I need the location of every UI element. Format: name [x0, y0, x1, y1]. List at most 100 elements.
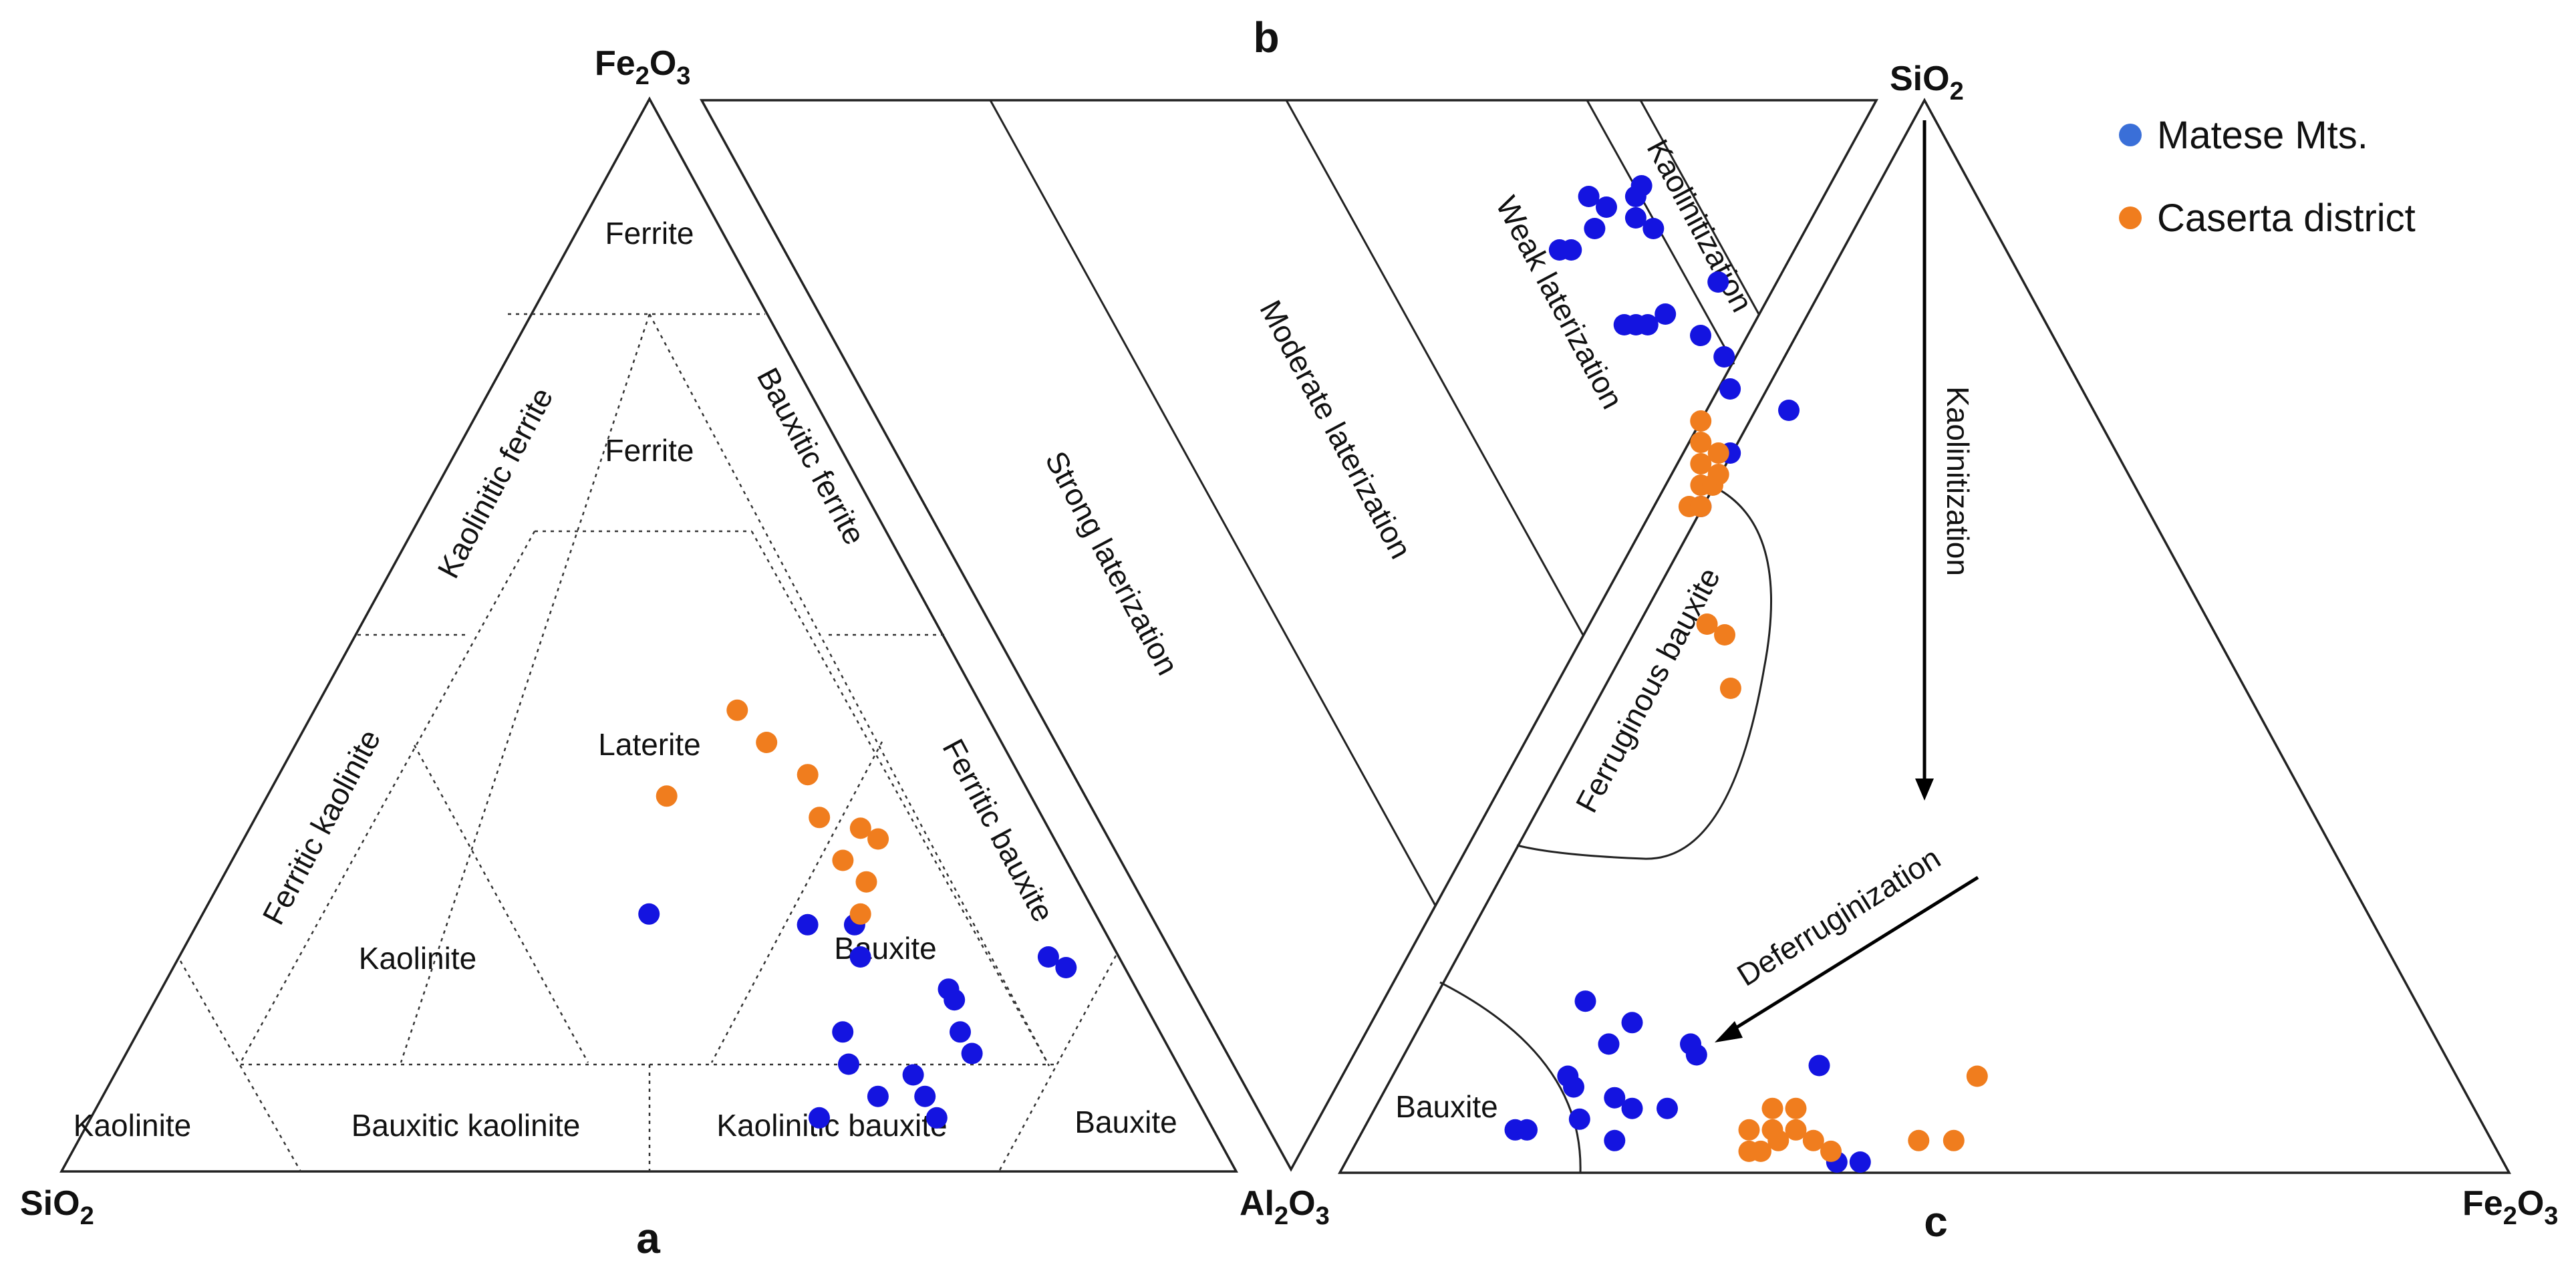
panel-b-point-matese-mts	[1655, 303, 1677, 325]
panel-c-point-caserta-district	[1943, 1129, 1965, 1151]
field-ferrite-top: Ferrite	[605, 216, 694, 251]
panel-a-point-matese-mts	[849, 946, 871, 968]
panel-a-point-matese-mts	[944, 989, 966, 1011]
legend-label-caserta: Caserta district	[2157, 196, 2416, 240]
panel-a-point-caserta-district	[756, 732, 778, 753]
field-ferritic-bauxite: Ferritic bauxite	[936, 733, 1061, 928]
panel-b-point-caserta-district	[1690, 410, 1712, 432]
panel-b-point-caserta-district	[1707, 442, 1729, 464]
panel-a-triangle	[59, 96, 1238, 1173]
corner-c-right-fe2o3: Fe2O3	[2462, 1184, 2558, 1230]
panel-c-point-caserta-district	[1767, 1129, 1790, 1151]
field-weak-laterization: Weak laterization	[1489, 190, 1630, 414]
kaolinitization-arrow: Kaolinitization	[1915, 120, 1975, 801]
panel-a-point-matese-mts	[832, 1021, 854, 1043]
panel-a-point-caserta-district	[849, 817, 871, 839]
panel-c-point-caserta-district	[1738, 1119, 1760, 1141]
panel-b-point-matese-mts	[1624, 207, 1647, 229]
panel-b-point-caserta-district	[1690, 453, 1712, 474]
panel-b-point-matese-mts	[1690, 325, 1711, 346]
arrow-head-down	[1915, 779, 1934, 801]
panel-c-point-caserta-district	[1785, 1097, 1807, 1119]
panel-c-point-matese-mts	[1563, 1076, 1584, 1098]
field-kaolinitic-ferrite: Kaolinitic ferrite	[430, 382, 560, 583]
field-bauxitic-kaolinite: Bauxitic kaolinite	[351, 1108, 581, 1143]
panel-a-point-matese-mts	[838, 1053, 859, 1075]
panel-c-point-matese-mts	[1621, 1097, 1643, 1119]
panel-a-point-caserta-district	[797, 764, 819, 786]
legend: Matese Mts. Caserta district	[2119, 114, 2416, 240]
field-bauxite-bottom: Bauxite	[1075, 1105, 1177, 1139]
panel-c-point-caserta-district	[1750, 1140, 1771, 1162]
field-laterite: Laterite	[598, 727, 700, 762]
panel-a-point-caserta-district	[809, 807, 831, 829]
panel-a-point-matese-mts	[950, 1021, 971, 1043]
bauxite-boundary	[1439, 981, 1582, 1173]
panel-a-point-matese-mts	[1037, 946, 1059, 968]
panel-c-point-matese-mts	[1657, 1097, 1678, 1119]
deferruginization-arrow: Deferruginization	[1715, 840, 1979, 1042]
field-ferrite-inner: Ferrite	[605, 433, 694, 468]
panel-b-point-matese-mts	[1578, 186, 1600, 207]
legend-swatch-matese	[2119, 124, 2142, 146]
field-kaolinite-inner: Kaolinite	[359, 941, 476, 976]
panel-c-point-caserta-district	[1785, 1119, 1807, 1141]
panel-c-point-matese-mts	[1849, 1151, 1871, 1173]
data-points	[638, 175, 1988, 1173]
panel-b-point-caserta-district	[1690, 432, 1712, 453]
panel-b-point-caserta-district	[1707, 464, 1729, 485]
panel-b-point-caserta-district	[1690, 496, 1712, 517]
panel-b-point-matese-mts	[1630, 175, 1653, 196]
panel-a-point-caserta-district	[867, 828, 889, 850]
panel-letter-b: b	[1253, 13, 1279, 61]
panel-b-point-matese-mts	[1719, 378, 1741, 400]
corner-a-right-al2o3: Al2O3	[1240, 1184, 1330, 1230]
corner-c-top-sio2: SiO2	[1890, 59, 1964, 106]
panel-b-point-matese-mts	[1707, 271, 1729, 293]
panel-b-point-matese-mts	[1713, 346, 1735, 368]
panel-a-point-caserta-district	[855, 871, 877, 893]
panel-a-point-caserta-district	[849, 903, 871, 925]
panel-b-point-matese-mts	[1596, 196, 1617, 218]
field-strong-laterization: Strong laterization	[1038, 446, 1185, 681]
field-bauxite-inner: Bauxite	[834, 931, 936, 966]
field-ferruginous-bauxite: Ferruginous bauxite	[1568, 562, 1727, 818]
panel-c-point-matese-mts	[1598, 1033, 1620, 1055]
panel-c-point-matese-mts	[1568, 1108, 1590, 1130]
panel-c-point-matese-mts	[1574, 990, 1596, 1012]
panel-b-point-caserta-district	[1719, 678, 1741, 699]
panel-a-point-caserta-district	[832, 849, 854, 871]
panel-b-point-matese-mts	[1636, 314, 1659, 335]
field-kaolinite-bottom: Kaolinite	[74, 1108, 191, 1143]
panel-c-point-matese-mts	[1808, 1054, 1830, 1077]
panel-a-point-matese-mts	[797, 913, 819, 936]
panel-a-point-matese-mts	[961, 1042, 983, 1065]
panel-a-point-matese-mts	[809, 1107, 830, 1129]
ferruginous-bauxite-boundary	[1516, 486, 1772, 860]
panel-b-point-caserta-district	[1714, 624, 1735, 646]
panel-c-point-caserta-district	[1802, 1129, 1824, 1151]
panel-a-point-caserta-district	[726, 699, 748, 721]
panel-a-field-labels: Ferrite Ferrite Laterite Kaolinite Bauxi…	[74, 216, 1177, 1143]
legend-swatch-caserta	[2119, 206, 2142, 229]
field-moderate-laterization: Moderate laterization	[1253, 295, 1419, 565]
panel-c-triangle	[1338, 98, 2511, 1174]
panel-c-point-matese-mts	[1621, 1012, 1643, 1034]
panel-a-point-matese-mts	[914, 1085, 936, 1107]
panel-c-point-matese-mts	[1604, 1129, 1626, 1151]
arrow-head-left-down	[1715, 1021, 1743, 1042]
panel-a-point-matese-mts	[638, 903, 660, 925]
legend-label-matese: Matese Mts.	[2157, 114, 2368, 157]
corner-labels: Fe2O3 SiO2 Al2O3 SiO2 Fe2O3	[20, 44, 2558, 1230]
panel-a-point-matese-mts	[925, 1107, 948, 1129]
panel-b-point-matese-mts	[1584, 218, 1606, 239]
panel-b-point-caserta-district	[1696, 613, 1718, 635]
panel-letter-c: c	[1924, 1197, 1948, 1246]
field-ferritic-kaolinite: Ferritic kaolinite	[255, 724, 387, 930]
corner-a-top-fe2o3: Fe2O3	[595, 44, 690, 90]
panel-c-point-caserta-district	[1761, 1097, 1783, 1119]
field-bauxitic-ferrite: Bauxitic ferrite	[750, 362, 873, 551]
panel-b-point-matese-mts	[1642, 218, 1665, 239]
field-bauxite-c: Bauxite	[1395, 1089, 1497, 1124]
